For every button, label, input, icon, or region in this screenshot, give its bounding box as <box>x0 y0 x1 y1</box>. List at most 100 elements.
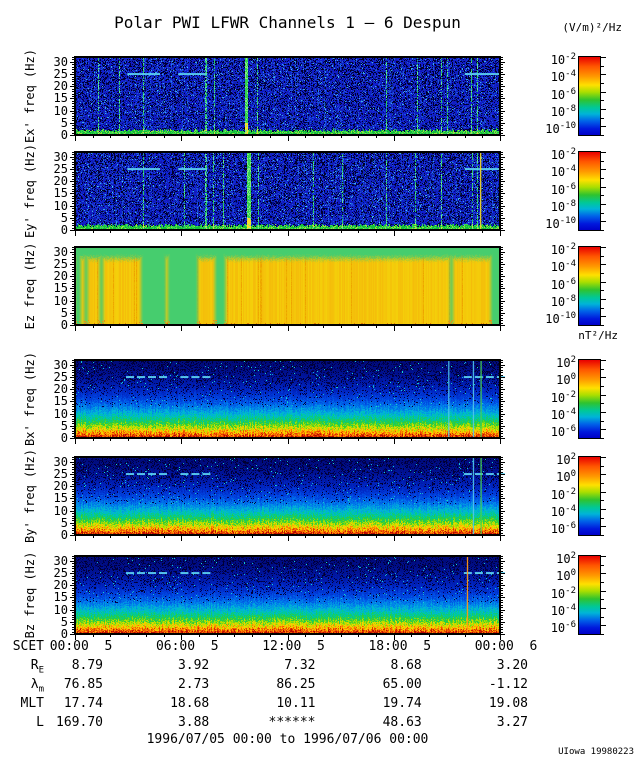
y-tick-label: 30 <box>53 454 68 469</box>
colorbar-tick-label: 10-6 <box>550 521 576 537</box>
y-axis-label-text-ez: Ez freq (Hz) <box>23 242 37 330</box>
y-tick-label: 10 <box>53 503 68 518</box>
y-tick-label: 20 <box>53 578 68 593</box>
y-tick-label: 25 <box>53 67 68 82</box>
colorbar-tick-label: 100 <box>556 372 576 388</box>
y-axis-label-ey: Ey' freq (Hz) <box>20 144 40 238</box>
colorbar-tick-label: 10-8 <box>550 104 576 119</box>
y-tick-label: 5 <box>60 614 68 629</box>
colorbar-tick-label: 10-4 <box>550 407 576 422</box>
ephemeris-value: 86.25 <box>276 677 316 692</box>
y-tick-label: 15 <box>53 491 68 506</box>
colorbar-tick-label: 10-6 <box>550 620 576 636</box>
ephemeris-value: 10.11 <box>276 696 316 711</box>
colorbar-ex <box>578 53 608 141</box>
y-axis-label-text-by: By' freq (Hz) <box>23 449 37 543</box>
colorbar-tick-label: 10-4 <box>550 603 576 618</box>
colorbar-tick-label: 10-6 <box>550 424 576 440</box>
y-tick-label: 0 <box>60 128 68 142</box>
y-tick-label: 15 <box>53 186 68 201</box>
colorbar-tick-label: 10-4 <box>550 164 576 180</box>
colorbar-tick-label: 10-8 <box>550 199 576 214</box>
colorbar-tick-label: 100 <box>556 469 576 485</box>
ephemeris-value: ****** <box>268 715 316 730</box>
ephemeris-value: 76.85 <box>63 677 103 692</box>
y-axis-label-bx: Bx' freq (Hz) <box>20 352 40 446</box>
ephemeris-row-label: L <box>36 715 44 730</box>
colorbar-tick-label: 102 <box>556 551 576 566</box>
y-tick-label: 5 <box>60 418 68 433</box>
y-tick-label: 30 <box>53 553 68 568</box>
x-tick-label: 12:00 5 <box>262 639 325 654</box>
y-axis-label-text-ey: Ey' freq (Hz) <box>23 144 37 238</box>
y-tick-label: 25 <box>53 566 68 581</box>
ephemeris-value: -1.12 <box>488 677 528 692</box>
x-tick-label: 18:00 5 <box>368 639 432 654</box>
colorbar-tick-label: 10-4 <box>550 69 576 85</box>
magnetic-units-label: nT²/Hz <box>578 329 618 342</box>
y-tick-label: 10 <box>53 293 68 308</box>
colorbar-bz <box>578 552 608 640</box>
y-tick-label: 15 <box>53 281 68 296</box>
ephemeris-value: 18.68 <box>170 696 210 711</box>
y-tick-label: 0 <box>60 627 68 641</box>
ephemeris-row-label: MLT <box>20 696 44 711</box>
ephemeris-row-label: λm <box>30 677 44 695</box>
ephemeris-value: 65.00 <box>382 677 422 692</box>
y-tick-label: 10 <box>53 103 68 118</box>
y-tick-label: 30 <box>53 149 68 164</box>
y-tick-label: 25 <box>53 162 68 177</box>
colorbar-tick-label: 10-2 <box>550 389 576 405</box>
date-range-label: 1996/07/05 00:00 to 1996/07/06 00:00 <box>146 732 429 747</box>
colorbar-tick-label: 10-2 <box>550 242 576 257</box>
ephemeris-value: 3.27 <box>496 715 528 730</box>
y-axis-label-ez: Ez freq (Hz) <box>20 243 40 330</box>
ephemeris-value: 19.74 <box>382 696 422 711</box>
scet-row-label: SCET <box>12 639 44 654</box>
y-tick-label: 15 <box>53 590 68 605</box>
y-tick-label: 25 <box>53 467 68 482</box>
y-tick-label: 10 <box>53 198 68 213</box>
colorbar-tick-label: 10-10 <box>545 216 576 232</box>
y-tick-label: 5 <box>60 515 68 530</box>
ephemeris-value: 17.74 <box>63 696 103 711</box>
ephemeris-value: 8.68 <box>390 658 422 673</box>
ephemeris-value: 8.79 <box>71 658 103 673</box>
y-tick-label: 0 <box>60 528 68 542</box>
ephemeris-row-label: RE <box>30 658 44 676</box>
y-tick-label: 20 <box>53 174 68 189</box>
y-tick-label: 10 <box>53 406 68 421</box>
y-tick-label: 0 <box>60 431 68 445</box>
y-tick-label: 30 <box>53 357 68 372</box>
y-tick-label: 25 <box>53 370 68 385</box>
y-tick-label: 20 <box>53 382 68 397</box>
colorbar-tick-label: 10-2 <box>550 52 576 67</box>
colorbar-bx <box>578 356 608 444</box>
colorbar-ey <box>578 148 608 236</box>
colorbar-tick-label: 102 <box>556 452 576 467</box>
colorbar-tick-label: 10-4 <box>550 259 576 275</box>
colorbar-tick-label: 10-6 <box>550 276 576 292</box>
ephemeris-value: 169.70 <box>56 715 103 730</box>
colorbar-tick-label: 10-2 <box>550 147 576 162</box>
y-axis-label-by: By' freq (Hz) <box>20 449 40 543</box>
colorbar-by <box>578 453 608 541</box>
spectrogram-panel-bz <box>69 552 507 642</box>
y-tick-label: 5 <box>60 305 68 320</box>
colorbar-tick-label: 10-2 <box>550 486 576 502</box>
ephemeris-value: 2.73 <box>177 677 210 692</box>
x-tick-label: 00:00 5 <box>49 639 113 654</box>
y-tick-label: 25 <box>53 257 68 272</box>
x-tick-label: 00:00 6 <box>474 639 538 654</box>
ephemeris-value: 7.32 <box>284 658 316 673</box>
ephemeris-value: 3.20 <box>496 658 528 673</box>
y-axis-label-ex: Ex' freq (Hz) <box>20 49 40 143</box>
y-axis-label-bz: Bz freq (Hz) <box>20 552 40 639</box>
ephemeris-value: 19.08 <box>488 696 528 711</box>
spectrogram-panel-ey <box>69 148 507 238</box>
y-tick-label: 15 <box>53 91 68 106</box>
colorbar-tick-label: 10-10 <box>545 311 576 327</box>
colorbar-tick-label: 102 <box>556 355 576 370</box>
credit-label: UIowa 19980223 <box>558 747 634 757</box>
y-tick-label: 5 <box>60 115 68 130</box>
